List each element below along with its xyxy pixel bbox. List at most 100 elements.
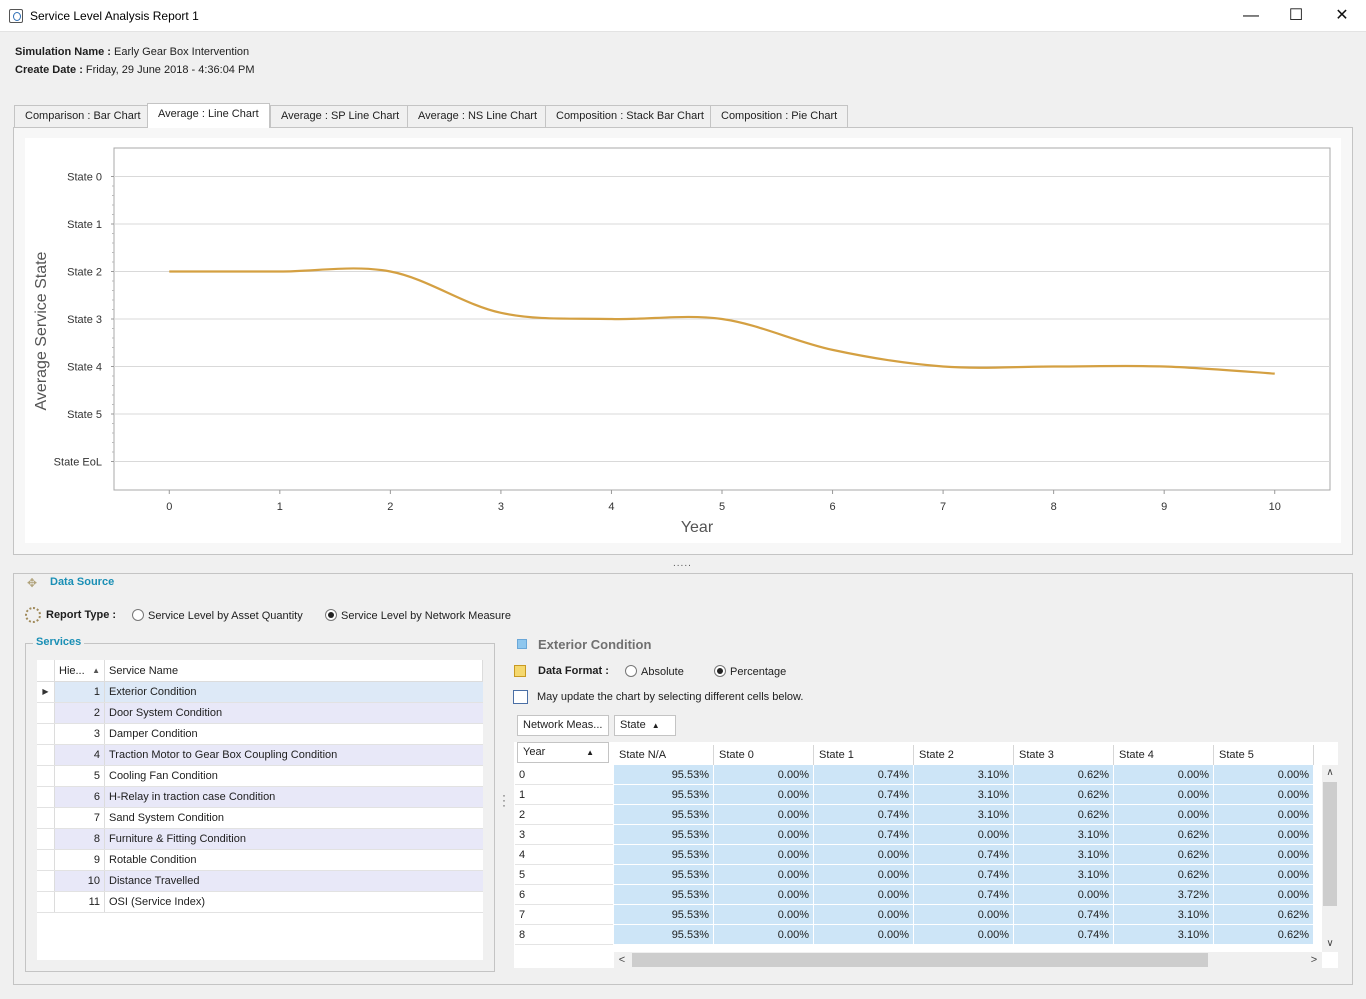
- pivot-column-header[interactable]: State 5: [1214, 745, 1314, 765]
- pivot-cell[interactable]: 0.00%: [1214, 805, 1314, 825]
- service-row[interactable]: 2 Door System Condition: [37, 703, 483, 724]
- vertical-scrollbar[interactable]: ∧ ∨: [1322, 765, 1338, 952]
- service-row[interactable]: 4 Traction Motor to Gear Box Coupling Con…: [37, 745, 483, 766]
- radio-indicator[interactable]: [714, 665, 726, 677]
- pivot-cell[interactable]: 95.53%: [614, 765, 714, 785]
- pivot-cell[interactable]: 0.74%: [914, 865, 1014, 885]
- pivot-column-header[interactable]: State 4: [1114, 745, 1214, 765]
- horizontal-scrollbar[interactable]: < >: [614, 952, 1322, 968]
- tab-comparison-bar-chart[interactable]: Comparison : Bar Chart: [14, 105, 152, 127]
- column-header-hierarchy[interactable]: Hie... ▲: [55, 660, 105, 682]
- pivot-cell[interactable]: 3.10%: [1114, 925, 1214, 945]
- vertical-scroll-thumb[interactable]: [1323, 782, 1337, 906]
- pivot-cell[interactable]: 95.53%: [614, 805, 714, 825]
- radio-asset-quantity[interactable]: Service Level by Asset Quantity: [132, 609, 303, 622]
- pivot-cell[interactable]: 0.62%: [1114, 825, 1214, 845]
- pivot-cell[interactable]: 0.00%: [714, 905, 814, 925]
- vertical-splitter-grip[interactable]: · · ·: [502, 788, 506, 812]
- pivot-cell[interactable]: 0.00%: [914, 925, 1014, 945]
- pivot-cell[interactable]: 95.53%: [614, 885, 714, 905]
- pivot-row-year[interactable]: 0: [515, 765, 613, 785]
- pivot-cell[interactable]: 0.74%: [914, 845, 1014, 865]
- pivot-cell[interactable]: 0.00%: [1014, 885, 1114, 905]
- pivot-cell[interactable]: 0.00%: [714, 925, 814, 945]
- pivot-cell[interactable]: 0.00%: [914, 905, 1014, 925]
- service-row[interactable]: 8 Furniture & Fitting Condition: [37, 829, 483, 850]
- pivot-cell[interactable]: 0.62%: [1114, 865, 1214, 885]
- pivot-cell[interactable]: 0.00%: [1214, 865, 1314, 885]
- scroll-down-button[interactable]: ∨: [1326, 938, 1334, 949]
- pivot-cell[interactable]: 0.00%: [814, 905, 914, 925]
- pivot-cell[interactable]: 0.00%: [1214, 885, 1314, 905]
- pivot-cell[interactable]: 95.53%: [614, 825, 714, 845]
- pivot-year[interactable]: Year ▲: [517, 742, 609, 763]
- pivot-cell[interactable]: 0.00%: [1114, 785, 1214, 805]
- pivot-cell[interactable]: 3.10%: [1014, 865, 1114, 885]
- tab-average-line-chart[interactable]: Average : Line Chart: [147, 103, 270, 128]
- pivot-column-header[interactable]: State 2: [914, 745, 1014, 765]
- pivot-row-year[interactable]: 3: [515, 825, 613, 845]
- scroll-right-button[interactable]: >: [1310, 954, 1318, 966]
- pivot-row-year[interactable]: 2: [515, 805, 613, 825]
- service-row[interactable]: 7 Sand System Condition: [37, 808, 483, 829]
- pivot-row-year[interactable]: 1: [515, 785, 613, 805]
- pivot-cell[interactable]: 0.62%: [1014, 765, 1114, 785]
- collapse-icon[interactable]: ✥: [27, 576, 38, 590]
- tab-composition-pie-chart[interactable]: Composition : Pie Chart: [710, 105, 849, 127]
- pivot-cell[interactable]: 0.74%: [814, 805, 914, 825]
- pivot-cell[interactable]: 0.74%: [1014, 925, 1114, 945]
- pivot-cell[interactable]: 95.53%: [614, 865, 714, 885]
- pivot-cell[interactable]: 0.00%: [814, 925, 914, 945]
- pivot-cell[interactable]: 0.74%: [814, 765, 914, 785]
- pivot-cell[interactable]: 0.00%: [714, 805, 814, 825]
- pivot-cell[interactable]: 0.62%: [1014, 805, 1114, 825]
- splitter-grip[interactable]: .....: [673, 558, 692, 569]
- pivot-cell[interactable]: 0.62%: [1214, 905, 1314, 925]
- tab-average-ns-line-chart[interactable]: Average : NS Line Chart: [407, 105, 549, 127]
- pivot-column-header[interactable]: State 1: [814, 745, 914, 765]
- pivot-cell[interactable]: 95.53%: [614, 785, 714, 805]
- pivot-cell[interactable]: 0.00%: [714, 865, 814, 885]
- pivot-cell[interactable]: 0.00%: [714, 825, 814, 845]
- pivot-cell[interactable]: 0.74%: [814, 785, 914, 805]
- service-row[interactable]: ▶ 1 Exterior Condition: [37, 682, 483, 703]
- pivot-cell[interactable]: 0.00%: [814, 885, 914, 905]
- tab-average-sp-line-chart[interactable]: Average : SP Line Chart: [270, 105, 411, 127]
- pivot-network-measure[interactable]: Network Meas...: [517, 715, 609, 736]
- horizontal-scroll-thumb[interactable]: [632, 953, 1208, 967]
- radio-percentage[interactable]: Percentage: [714, 665, 786, 678]
- pivot-cell[interactable]: 0.00%: [1214, 765, 1314, 785]
- pivot-cell[interactable]: 95.53%: [614, 905, 714, 925]
- pivot-state[interactable]: State ▲: [614, 715, 676, 736]
- pivot-cell[interactable]: 0.74%: [1014, 905, 1114, 925]
- line-chart[interactable]: State 0 State 1 State 2 State 3 State 4 State…: [25, 138, 1341, 543]
- pivot-cell[interactable]: 0.00%: [814, 865, 914, 885]
- pivot-cell[interactable]: 0.00%: [1214, 785, 1314, 805]
- pivot-cell[interactable]: 0.00%: [1214, 825, 1314, 845]
- pivot-cell[interactable]: 0.00%: [814, 845, 914, 865]
- minimize-button[interactable]: —: [1243, 7, 1259, 24]
- pivot-cell[interactable]: 0.00%: [714, 785, 814, 805]
- radio-indicator[interactable]: [325, 609, 337, 621]
- service-row[interactable]: 10 Distance Travelled: [37, 871, 483, 892]
- pivot-cell[interactable]: 0.62%: [1114, 845, 1214, 865]
- radio-indicator[interactable]: [625, 665, 637, 677]
- service-row[interactable]: 9 Rotable Condition: [37, 850, 483, 871]
- pivot-row-year[interactable]: 6: [515, 885, 613, 905]
- pivot-cell[interactable]: 95.53%: [614, 845, 714, 865]
- pivot-row-year[interactable]: 4: [515, 845, 613, 865]
- pivot-cell[interactable]: 95.53%: [614, 925, 714, 945]
- pivot-row-year[interactable]: 5: [515, 865, 613, 885]
- pivot-cell[interactable]: 0.00%: [1114, 805, 1214, 825]
- pivot-column-header[interactable]: State 3: [1014, 745, 1114, 765]
- pivot-column-header[interactable]: State 0: [714, 745, 814, 765]
- pivot-row-year[interactable]: 8: [515, 925, 613, 945]
- pivot-cell[interactable]: 3.10%: [1014, 845, 1114, 865]
- service-row[interactable]: 3 Damper Condition: [37, 724, 483, 745]
- close-button[interactable]: ✕: [1335, 7, 1349, 24]
- pivot-cell[interactable]: 0.00%: [714, 885, 814, 905]
- pivot-cell[interactable]: 3.10%: [914, 785, 1014, 805]
- column-header-service-name[interactable]: Service Name: [105, 660, 483, 682]
- pivot-cell[interactable]: 3.72%: [1114, 885, 1214, 905]
- pivot-cell[interactable]: 3.10%: [914, 805, 1014, 825]
